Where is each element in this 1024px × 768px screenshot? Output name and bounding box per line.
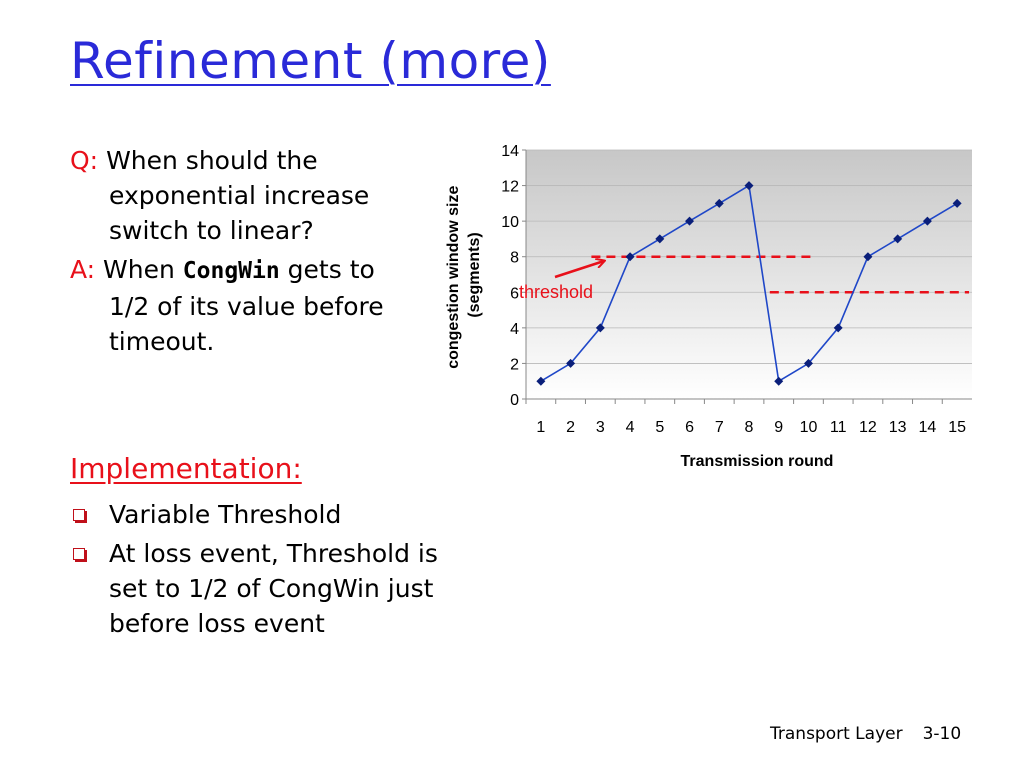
footer: Transport Layer 3-10	[770, 724, 961, 744]
data-point	[536, 376, 546, 386]
y-tick-labels: 0 2 4 6 8 10 12 14	[501, 143, 526, 409]
data-point	[833, 323, 843, 333]
data-point	[863, 252, 873, 262]
data-point	[922, 216, 932, 226]
q-text: When should the exponential increase swi…	[106, 146, 370, 245]
data-point	[952, 198, 962, 208]
slide-title: Refinement (more)	[70, 32, 551, 90]
x-tick-label: 10	[800, 419, 818, 436]
data-point	[893, 234, 903, 244]
x-tick-label: 1	[536, 419, 545, 436]
list-item: Variable Threshold	[70, 497, 480, 532]
y-tick-label: 14	[501, 143, 519, 160]
list-item: At loss event, Threshold is set to 1/2 o…	[70, 536, 480, 641]
a-text-pre: When	[103, 255, 183, 284]
a-text-post: gets to 1/2 of its value before timeout.	[109, 255, 384, 356]
x-tick-label: 2	[566, 419, 575, 436]
x-tick-label: 14	[919, 419, 937, 436]
x-tick-label: 4	[626, 419, 635, 436]
x-tick-label: 13	[889, 419, 907, 436]
x-tick-label: 11	[830, 419, 847, 436]
x-tick-label: 5	[655, 419, 664, 436]
y-tick-label: 12	[501, 179, 519, 196]
data-point	[566, 358, 576, 368]
x-tick-label: 3	[596, 419, 605, 436]
q-label: Q:	[70, 146, 99, 175]
bullet-text: At loss event, Threshold is set to 1/2 o…	[109, 539, 438, 638]
a-code: CongWin	[182, 258, 280, 284]
slide-number: 3-10	[922, 724, 962, 744]
footer-left: Transport Layer	[770, 724, 903, 744]
checkbox-bullet-icon	[73, 548, 85, 560]
y-tick-label: 6	[510, 285, 519, 302]
x-tick-label: 8	[745, 419, 754, 436]
x-axis-title: Transmission round	[681, 453, 834, 470]
data-point	[774, 376, 784, 386]
x-tick-label: 9	[774, 419, 783, 436]
x-tick-label: 7	[715, 419, 724, 436]
y-axis-title-line2: (segments)	[466, 232, 483, 317]
x-tick-labels: 1 2 3 4 5 6 7 8 9 10 11 12 13 14 15	[525, 399, 966, 436]
series-points	[536, 181, 962, 386]
data-point	[803, 358, 813, 368]
data-point	[625, 252, 635, 262]
data-point	[744, 181, 754, 191]
implementation-heading: Implementation:	[70, 452, 302, 485]
x-tick-label: 6	[685, 419, 694, 436]
x-tick-label: 15	[948, 419, 966, 436]
bullet-list: Variable Threshold At loss event, Thresh…	[70, 497, 480, 645]
x-tick-label: 12	[859, 419, 877, 436]
a-label: A:	[70, 255, 96, 284]
data-point	[714, 198, 724, 208]
data-point	[685, 216, 695, 226]
threshold-annotation: threshold	[519, 282, 593, 302]
y-axis-title: congestion window size (segments)	[445, 181, 483, 369]
checkbox-bullet-icon	[73, 509, 85, 521]
data-point	[655, 234, 665, 244]
answer: A: When CongWin gets to 1/2 of its value…	[70, 252, 390, 359]
y-tick-label: 2	[510, 356, 519, 373]
plot-area	[526, 150, 972, 399]
y-tick-label: 10	[501, 214, 519, 231]
question: Q: When should the exponential increase …	[70, 143, 390, 248]
y-tick-label: 4	[510, 321, 519, 338]
threshold-arrow	[554, 261, 604, 279]
y-tick-label: 0	[510, 392, 519, 409]
qa-block: Q: When should the exponential increase …	[70, 143, 390, 363]
y-tick-label: 8	[510, 250, 519, 267]
y-axis-title-line1: congestion window size	[445, 186, 462, 369]
bullet-text: Variable Threshold	[109, 500, 342, 529]
data-point	[595, 323, 605, 333]
